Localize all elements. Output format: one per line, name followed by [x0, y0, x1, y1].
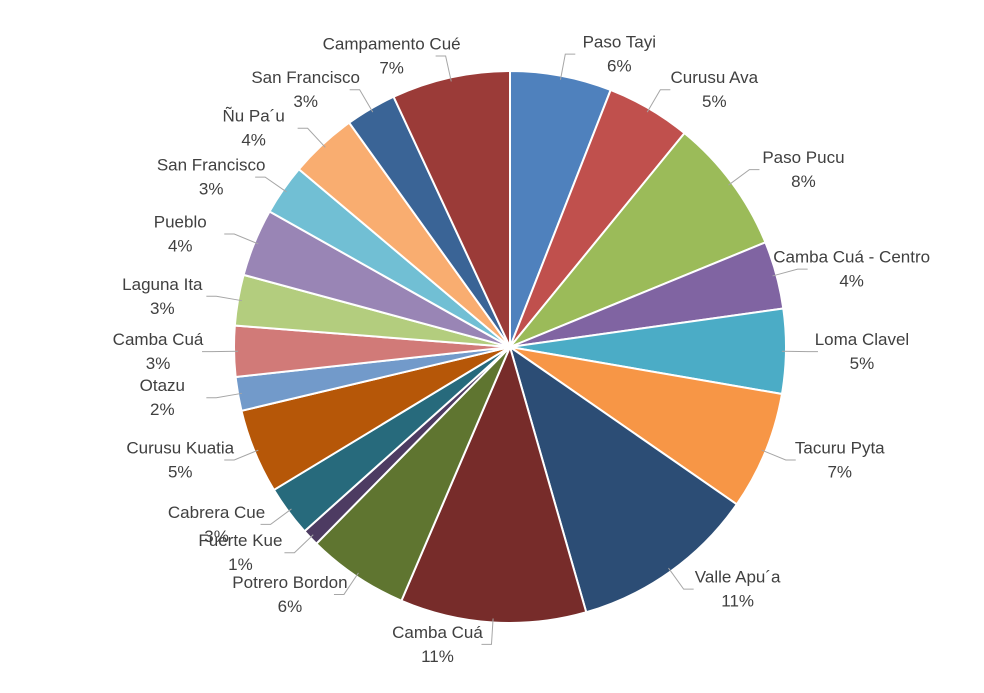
slice-value-label: 3% [204, 527, 229, 546]
leader-line [761, 449, 796, 461]
slice-value-label: 5% [702, 92, 727, 111]
leader-line [224, 233, 259, 245]
slice-value-label: 3% [199, 180, 224, 199]
leader-line [481, 618, 494, 645]
slice-label: Fuerte Kue [198, 531, 282, 550]
slice-label: Pueblo [154, 213, 207, 232]
leader-line [728, 169, 760, 186]
slice-label: Laguna Ita [122, 275, 203, 294]
slice-label: Otazu [140, 376, 185, 395]
slice-value-label: 4% [241, 131, 266, 150]
slice-label: San Francisco [157, 156, 266, 175]
slice-value-label: 3% [150, 299, 175, 318]
slice-value-label: 11% [721, 592, 754, 611]
slice-label: Valle Apu´a [695, 568, 781, 587]
slice-value-label: 3% [146, 354, 171, 373]
leader-line [435, 55, 452, 82]
leader-line [297, 127, 326, 148]
slice-label: Paso Tayi [583, 33, 656, 52]
slice-value-label: 4% [839, 272, 864, 291]
leader-line [260, 508, 292, 525]
slice-label: Camba Cuá [392, 623, 483, 642]
slice-label: Campamento Cué [323, 35, 461, 54]
leader-line [284, 534, 314, 554]
slice-value-label: 5% [850, 354, 875, 373]
slice-value-label: 2% [150, 400, 175, 419]
slice-value-label: 7% [379, 59, 404, 78]
slice-label: Curusu Kuatia [126, 438, 234, 457]
slice-value-label: 6% [278, 597, 303, 616]
slice-value-label: 4% [168, 237, 193, 256]
slice-value-label: 7% [827, 462, 852, 481]
leader-line [206, 295, 243, 302]
leader-line [206, 392, 243, 399]
slice-label: Paso Pucu [762, 148, 844, 167]
slice-label: Potrero Bordon [232, 573, 347, 592]
slice-label: Camba Cuá [113, 330, 204, 349]
leader-line [255, 176, 287, 193]
leader-line [668, 567, 694, 590]
slice-label: San Francisco [251, 68, 360, 87]
slice-value-label: 6% [607, 57, 632, 76]
leader-line [349, 89, 374, 113]
slice-value-label: 1% [228, 555, 253, 574]
leader-line [333, 572, 359, 595]
slice-value-label: 5% [168, 462, 193, 481]
leader-line [772, 268, 808, 277]
slice-label: Camba Cuá - Centro [773, 248, 930, 267]
slice-label: Cabrera Cue [168, 503, 265, 522]
slice-value-label: 11% [421, 647, 454, 666]
leader-line [646, 89, 671, 113]
slice-label: Loma Clavel [815, 330, 910, 349]
leader-line [224, 449, 259, 461]
leader-line [559, 53, 576, 80]
slice-label: Curusu Ava [671, 68, 759, 87]
slice-value-label: 3% [293, 92, 318, 111]
slice-value-label: 8% [791, 172, 816, 191]
slice-label: Ñu Pa´u [222, 107, 284, 126]
slice-label: Tacuru Pyta [795, 438, 885, 457]
